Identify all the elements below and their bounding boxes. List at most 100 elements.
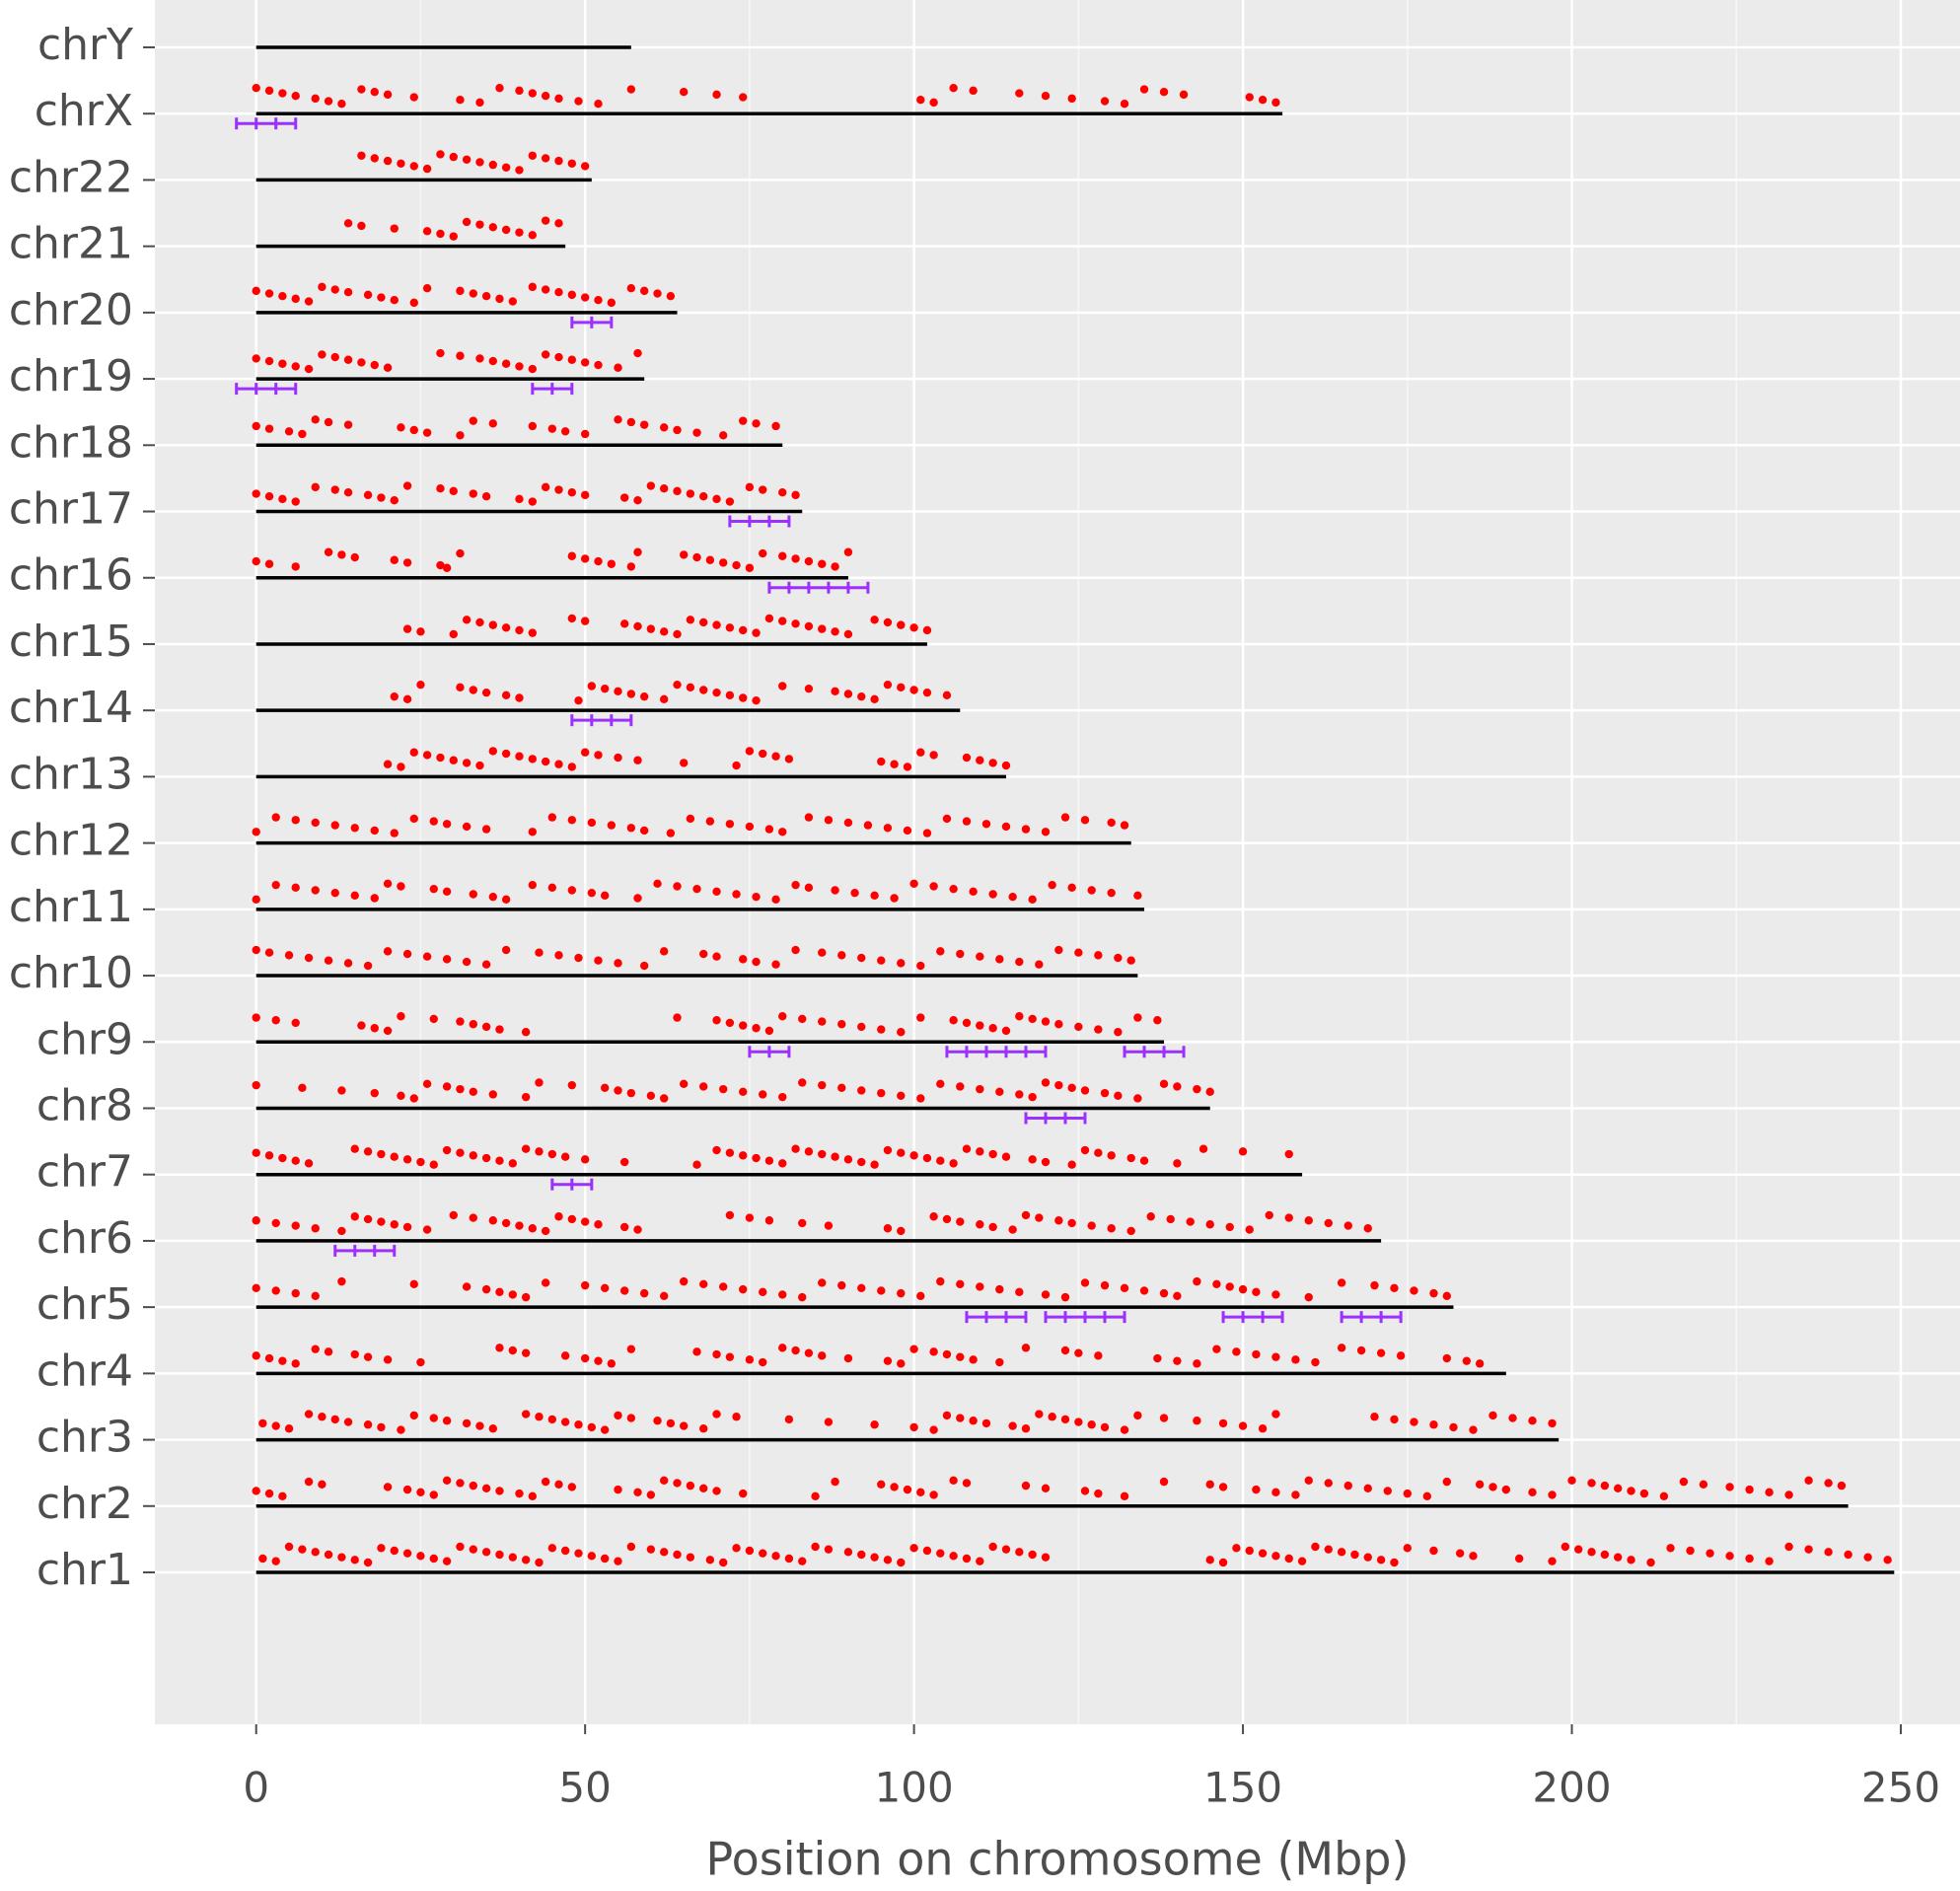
point [357, 1021, 366, 1030]
point [475, 158, 484, 167]
point [791, 945, 800, 955]
point [1080, 1278, 1090, 1287]
y-tick-label: chrX [35, 86, 133, 136]
point [521, 1144, 531, 1153]
point [1311, 1357, 1320, 1367]
point [1390, 1415, 1399, 1424]
point [291, 497, 300, 506]
point [877, 1480, 886, 1489]
point [1133, 1411, 1142, 1420]
point [883, 618, 893, 627]
point [942, 691, 952, 700]
point [712, 1410, 721, 1418]
point [883, 1556, 893, 1564]
point [791, 880, 800, 890]
point [1173, 1082, 1182, 1091]
point [264, 491, 274, 501]
point [679, 1079, 689, 1089]
point [1015, 1012, 1024, 1021]
point [456, 351, 465, 360]
point [278, 89, 287, 98]
point [626, 1542, 636, 1552]
point [508, 1553, 517, 1562]
point [639, 286, 649, 296]
point [1403, 1489, 1412, 1498]
point [1429, 1546, 1438, 1556]
point [614, 415, 622, 424]
point [456, 286, 465, 296]
point [1041, 828, 1051, 836]
point [1311, 1542, 1320, 1552]
point [1193, 1417, 1201, 1425]
point [725, 1352, 735, 1361]
x-tick-label: 0 [243, 1764, 269, 1812]
point [1035, 960, 1044, 969]
y-tick-label: chr1 [36, 1545, 133, 1595]
point [495, 1287, 504, 1296]
point [1600, 1481, 1610, 1491]
point [771, 421, 780, 431]
point [481, 491, 491, 501]
point [390, 829, 399, 837]
point [712, 887, 721, 897]
point [409, 748, 418, 757]
point [291, 294, 300, 304]
point [1383, 1487, 1392, 1495]
point [981, 1418, 991, 1428]
point [1126, 956, 1135, 965]
point [626, 562, 636, 571]
point [515, 494, 524, 504]
point [614, 687, 622, 696]
point [739, 1021, 748, 1030]
point [560, 427, 570, 436]
point [673, 882, 682, 891]
point [442, 1145, 452, 1155]
point [804, 1348, 814, 1357]
point [271, 1218, 280, 1228]
point [1410, 1418, 1418, 1426]
point [956, 1352, 965, 1361]
point [818, 1351, 827, 1360]
point [804, 684, 814, 693]
point [337, 550, 346, 559]
point [1094, 1489, 1103, 1498]
point [252, 556, 260, 566]
point [416, 1357, 425, 1367]
point [877, 956, 886, 965]
point [909, 623, 918, 632]
point [659, 694, 669, 704]
point [370, 154, 379, 163]
point [580, 490, 590, 500]
point [784, 755, 794, 764]
point [679, 1421, 689, 1430]
point [1080, 1086, 1090, 1095]
point [1159, 1477, 1169, 1487]
point [535, 1558, 544, 1567]
point [1442, 1353, 1452, 1363]
point [1686, 1546, 1695, 1556]
point [686, 683, 695, 692]
point [402, 694, 412, 704]
point [469, 1213, 477, 1222]
point [732, 761, 741, 770]
point [686, 1481, 695, 1491]
point [515, 166, 524, 175]
point [357, 358, 366, 367]
point [646, 1545, 656, 1554]
point [547, 1149, 557, 1159]
point [469, 1151, 477, 1160]
point [252, 945, 260, 955]
interval [1221, 1311, 1284, 1324]
point [1048, 1413, 1056, 1421]
point [831, 1477, 839, 1487]
point [1126, 1153, 1135, 1163]
point [639, 420, 649, 429]
point [614, 1485, 622, 1494]
point [456, 1148, 465, 1157]
point [291, 883, 300, 893]
point [567, 551, 577, 560]
point [607, 1359, 617, 1368]
plot-panel [155, 0, 1960, 1724]
point [626, 690, 636, 698]
point [1271, 98, 1280, 108]
